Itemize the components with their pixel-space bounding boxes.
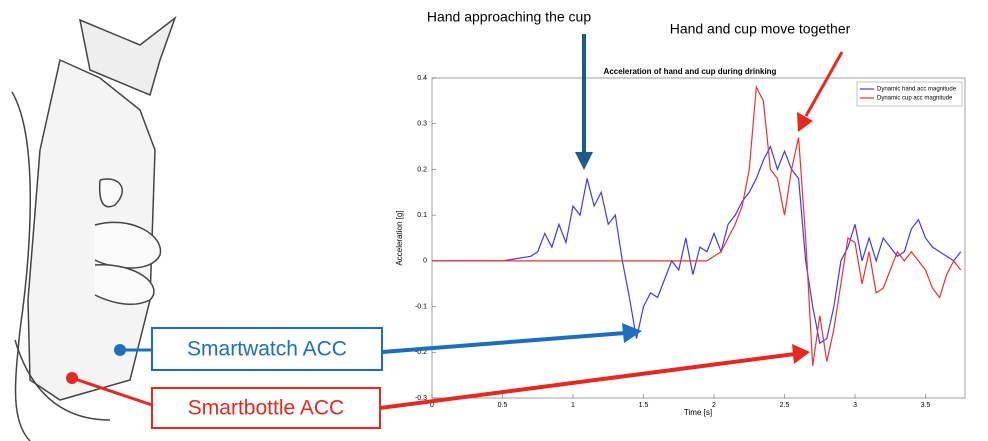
hand-bottle-sketch	[12, 18, 175, 441]
annotation: Hand and cup move together	[670, 21, 851, 37]
x-tick-label: 3.5	[921, 402, 931, 409]
y-axis-label: Acceleration [g]	[395, 210, 404, 265]
legend-label: Dynamic cup acc magnitude	[877, 96, 953, 102]
y-tick-label: 0.3	[417, 121, 427, 128]
x-tick-label: 2.5	[780, 402, 790, 409]
figure: -0.3-0.2-0.100.10.20.30.400.511.522.533.…	[0, 0, 988, 441]
y-tick-label: 0.2	[417, 166, 427, 173]
plot-frame	[432, 78, 965, 398]
sensor-label: Smartwatch ACC	[187, 338, 347, 361]
y-tick-label: 0.1	[417, 212, 427, 219]
y-tick-label: 0.4	[417, 75, 427, 82]
y-tick-label: 0	[423, 258, 427, 265]
x-tick-label: 0.5	[498, 402, 508, 409]
chart-title: Acceleration of hand and cup during drin…	[604, 67, 777, 76]
legend-label: Dynamic hand acc magnitude	[877, 87, 957, 93]
x-tick-label: 3	[853, 402, 857, 409]
x-tick-label: 2	[712, 402, 716, 409]
x-tick-label: 1	[571, 402, 575, 409]
sensor-label: Smartbottle ACC	[188, 397, 344, 420]
annotation: Hand approaching the cup	[427, 9, 591, 25]
y-tick-label: -0.1	[415, 303, 427, 310]
x-tick-label: 1.5	[639, 402, 649, 409]
x-axis-label: Time [s]	[684, 408, 712, 417]
